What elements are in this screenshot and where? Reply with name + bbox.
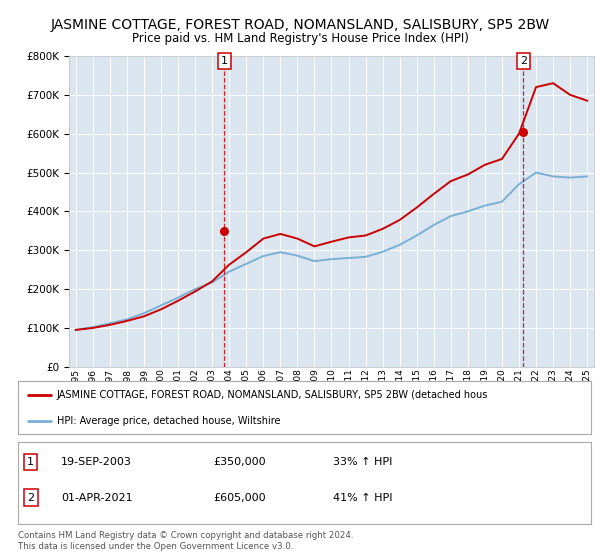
Text: £350,000: £350,000	[213, 457, 265, 467]
Text: 1: 1	[221, 56, 228, 66]
Text: JASMINE COTTAGE, FOREST ROAD, NOMANSLAND, SALISBURY, SP5 2BW (detached hous: JASMINE COTTAGE, FOREST ROAD, NOMANSLAND…	[57, 390, 488, 400]
Text: Price paid vs. HM Land Registry's House Price Index (HPI): Price paid vs. HM Land Registry's House …	[131, 32, 469, 45]
Text: HPI: Average price, detached house, Wiltshire: HPI: Average price, detached house, Wilt…	[57, 416, 280, 426]
Text: Contains HM Land Registry data © Crown copyright and database right 2024.: Contains HM Land Registry data © Crown c…	[18, 531, 353, 540]
Text: 2: 2	[520, 56, 527, 66]
Text: 33% ↑ HPI: 33% ↑ HPI	[333, 457, 392, 467]
Text: JASMINE COTTAGE, FOREST ROAD, NOMANSLAND, SALISBURY, SP5 2BW: JASMINE COTTAGE, FOREST ROAD, NOMANSLAND…	[50, 18, 550, 32]
Text: 2: 2	[27, 493, 34, 503]
Text: 01-APR-2021: 01-APR-2021	[61, 493, 133, 503]
Text: 41% ↑ HPI: 41% ↑ HPI	[333, 493, 392, 503]
Text: £605,000: £605,000	[213, 493, 265, 503]
Text: 19-SEP-2003: 19-SEP-2003	[61, 457, 132, 467]
Text: 1: 1	[27, 457, 34, 467]
Text: This data is licensed under the Open Government Licence v3.0.: This data is licensed under the Open Gov…	[18, 542, 293, 551]
